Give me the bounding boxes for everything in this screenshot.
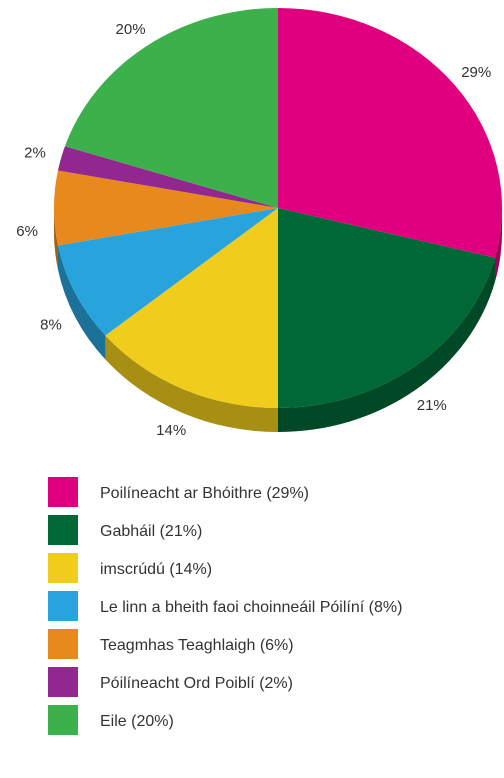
slice-side [494,208,502,282]
slice-side [57,245,106,360]
data-label: 29% [461,64,491,81]
slice [64,7,279,208]
slice-side-shade [57,245,106,360]
slice-side [105,335,278,432]
legend-label: Teagmhas Teaghlaigh (6%) [100,637,294,654]
legend-label: Le linn a bheith faoi choinneáil Póilíní… [100,599,402,616]
data-label: 2% [24,144,46,161]
legend-swatch [48,553,78,583]
data-label: 14% [156,422,186,439]
slice [54,170,278,246]
legend-label: Póilíneacht Ord Poiblí (2%) [100,675,293,692]
legend-label: Gabháil (21%) [100,523,202,540]
slice [57,146,278,208]
data-label: 6% [16,223,38,240]
legend-label: Poilíneacht ar Bhóithre (29%) [100,485,309,502]
legend-swatch [48,477,78,507]
slice-side-shade [105,335,278,432]
slice-side [278,257,495,432]
slice-side-shade [54,208,58,270]
slice-side-shade [278,257,495,432]
data-label: 8% [40,317,62,334]
slice-side-shade [494,208,502,282]
legend-swatch [48,629,78,659]
data-label: 20% [116,21,146,38]
legend-swatch [48,705,78,735]
slice [278,208,495,408]
slice [105,208,278,408]
legend-label: imscrúdú (14%) [100,561,212,578]
slice [57,208,278,336]
legend-label: Eile (20%) [100,713,174,730]
legend-swatch [48,515,78,545]
legend-swatch [48,667,78,697]
legend-swatch [48,591,78,621]
data-label: 21% [417,397,447,414]
slice [278,8,502,258]
slice-side [54,208,58,270]
